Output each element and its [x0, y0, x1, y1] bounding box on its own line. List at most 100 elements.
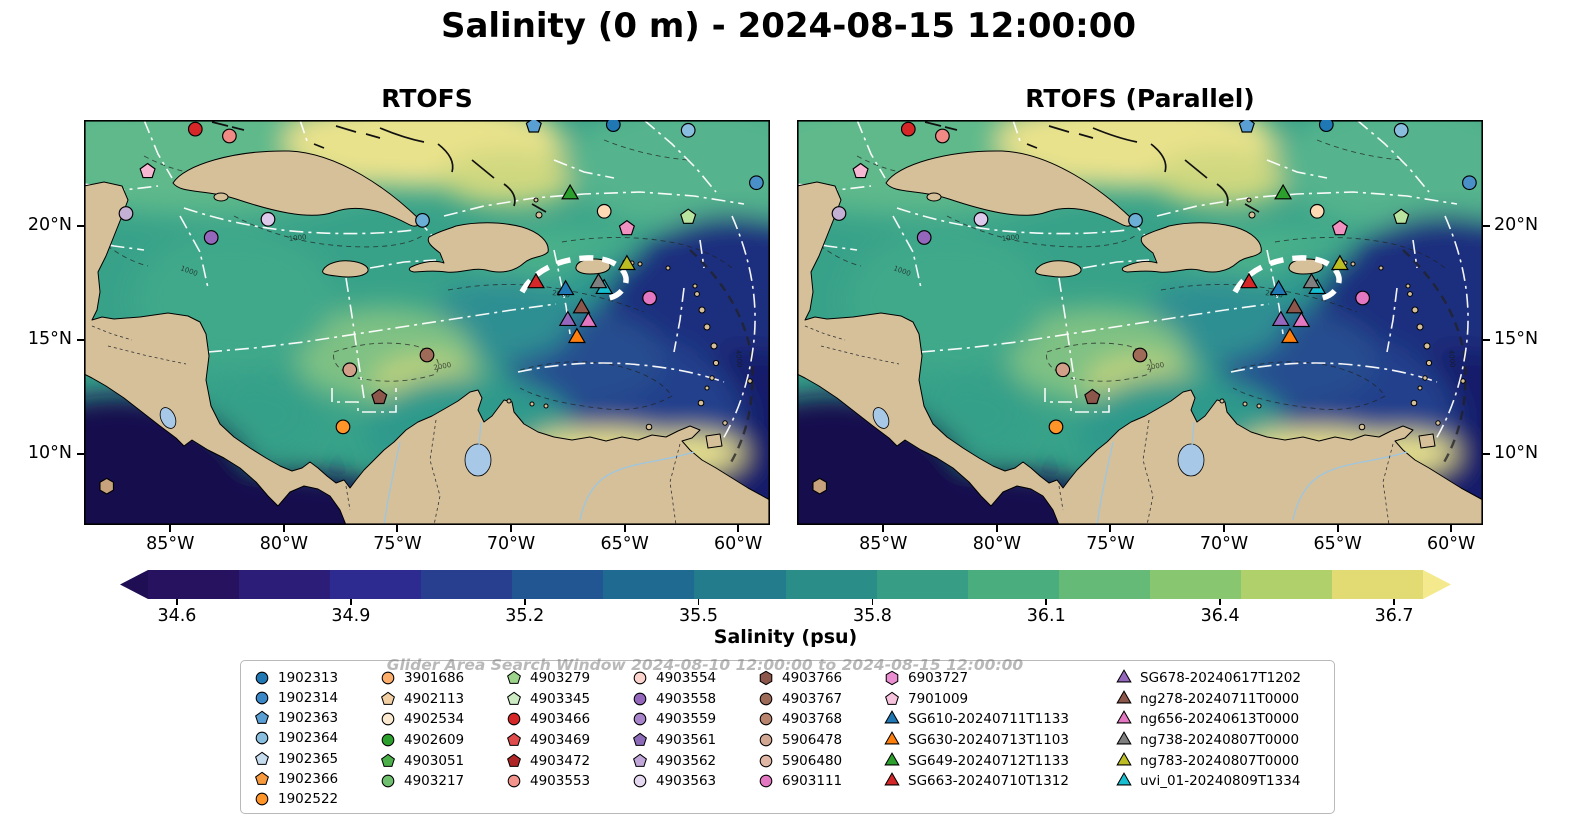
legend-item: 4903559	[631, 709, 757, 730]
legend-item-label: 4903472	[530, 752, 591, 769]
axis-tick	[510, 525, 513, 532]
legend-item: 1902522	[253, 789, 379, 809]
axis-tick	[1223, 525, 1226, 532]
legend-item: 1902366	[253, 769, 379, 789]
circle-marker	[1048, 419, 1064, 435]
circle-legend-icon	[381, 774, 395, 788]
legend-item: SG630-20240713T1103	[883, 730, 1115, 751]
circle-marker	[1055, 362, 1071, 378]
circle-marker	[203, 230, 219, 245]
axis-tick	[169, 525, 172, 532]
axis-tick	[1336, 525, 1339, 532]
legend-item-label: 4903279	[530, 670, 591, 687]
y-tick-label: 15°N	[1494, 329, 1539, 350]
legend-item-label: 5906480	[782, 752, 843, 769]
colorbar-segment	[694, 570, 786, 599]
axis-tick	[77, 339, 84, 342]
colorbar-tick-label: 36.1	[1026, 606, 1066, 626]
circle-legend-icon	[255, 691, 269, 705]
legend-column: 4903554 4903558 4903559 4903561 4903562 49035…	[631, 668, 757, 809]
pentagon-marker	[525, 120, 542, 133]
legend-item-label: 4903766	[782, 670, 843, 687]
pentagon-marker	[852, 162, 869, 179]
x-tick-label: 65°W	[600, 534, 649, 554]
legend-column: 3901686 4902113 4902534 4902609 4903051 49032…	[379, 668, 505, 809]
legend-item-label: 4902609	[404, 732, 465, 749]
colorbar-segment	[1149, 570, 1241, 599]
legend-item-label: 1902314	[278, 690, 339, 707]
axis-tick	[396, 525, 399, 532]
legend-item-label: 1902363	[278, 710, 339, 727]
triangle-legend-icon	[1116, 710, 1132, 724]
legend-item: 4903562	[631, 750, 757, 771]
legend-item: 4903051	[379, 750, 505, 771]
circle-legend-icon	[255, 671, 269, 685]
legend-item-label: SG630-20240713T1103	[908, 732, 1069, 749]
circle-legend-icon	[633, 774, 647, 788]
legend-item: 4902609	[379, 730, 505, 751]
panel-title-rtofs: RTOFS	[381, 84, 473, 113]
colorbar-segment	[330, 570, 422, 599]
legend-item-label: 4903767	[782, 690, 843, 707]
circle-marker	[222, 128, 237, 144]
colorbar-tick	[524, 599, 526, 605]
legend-item-label: 6903727	[908, 670, 969, 687]
circle-marker	[973, 211, 989, 227]
colorbar-tickmarks	[148, 599, 1423, 605]
colorbar-tick-label: 36.4	[1200, 606, 1240, 626]
legend-item-label: ng783-20240807T0000	[1140, 752, 1300, 769]
legend-item: 6903111	[757, 771, 883, 792]
colorbar-tick	[1045, 599, 1047, 605]
legend-item: 7901009	[883, 689, 1115, 710]
circle-legend-icon	[759, 692, 773, 706]
triangle-marker	[1274, 183, 1293, 200]
triangle-legend-icon	[1116, 751, 1132, 766]
legend-item-label: 4903768	[782, 711, 843, 728]
legend-item-label: ng278-20240711T0000	[1140, 690, 1300, 707]
colorbar-tick-label: 35.8	[852, 606, 892, 626]
circle-marker	[680, 122, 696, 138]
y-tick-label: 15°N	[27, 329, 72, 350]
circle-marker	[596, 203, 612, 219]
legend-item: ng278-20240711T0000	[1115, 689, 1315, 710]
colorbar-segment	[785, 570, 877, 599]
colorbar-segment	[512, 570, 604, 599]
legend-item-label: ng656-20240613T0000	[1140, 711, 1300, 728]
circle-marker	[342, 362, 358, 378]
axis-tick	[882, 525, 885, 532]
legend-column: 4903766 4903767 4903768 5906478 5906480 69031…	[757, 668, 883, 809]
legend-item: 4903466	[505, 709, 631, 730]
circle-marker	[1393, 122, 1409, 138]
pentagon-marker	[1084, 388, 1101, 405]
map-rtofs-parallel	[797, 120, 1483, 525]
x-tick-label: 70°W	[1199, 534, 1249, 554]
pentagon-legend-icon	[633, 732, 647, 746]
legend-item-label: uvi_01-20240809T1334	[1140, 773, 1301, 790]
colorbar-segment	[421, 570, 513, 599]
triangle-marker	[617, 254, 636, 271]
legend-item-label: 4903561	[656, 732, 717, 749]
legend-item: SG663-20240710T1312	[883, 771, 1115, 792]
legend-item-label: 4903345	[530, 690, 591, 707]
circle-marker	[900, 121, 916, 137]
axis-tick	[1483, 339, 1490, 342]
map-markers	[812, 120, 1477, 495]
axis-tick	[995, 525, 998, 532]
y-tick-label: 10°N	[27, 443, 72, 464]
legend-item-label: 6903111	[782, 773, 843, 790]
legend-column: 6903727 7901009 SG610-20240711T1133 SG630-2…	[883, 668, 1115, 809]
colorbar-tick	[697, 599, 700, 605]
legend-item-label: 4903559	[656, 711, 717, 728]
legend-item: 3901686	[379, 668, 505, 689]
legend-item: 4903279	[505, 668, 631, 689]
legend-item: 4903554	[631, 668, 757, 689]
circle-marker	[831, 206, 847, 221]
legend-item: 1902363	[253, 708, 379, 728]
circle-marker	[415, 213, 430, 228]
legend-item: ng783-20240807T0000	[1115, 750, 1315, 771]
x-tick-label: 85°W	[859, 534, 908, 554]
legend-item: SG678-20240617T1202	[1115, 668, 1315, 689]
colorbar-tick	[176, 599, 178, 605]
legend-item-label: 1902522	[278, 790, 339, 807]
triangle-legend-icon	[884, 772, 900, 786]
